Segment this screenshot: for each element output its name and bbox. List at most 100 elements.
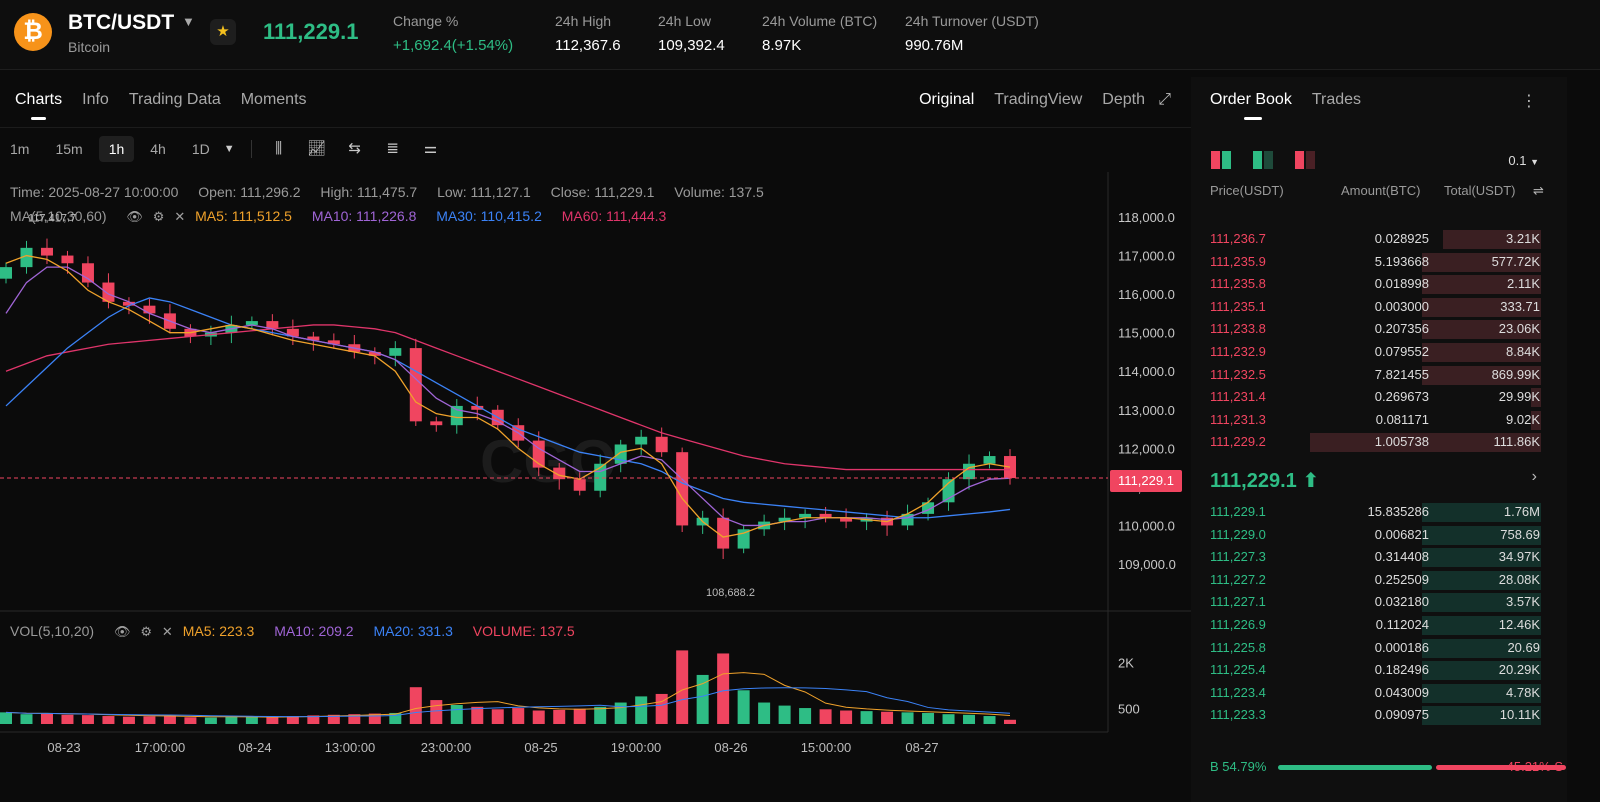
bid-row[interactable]: 111,229.0 0.006821 758.69 (1191, 524, 1541, 546)
candlestick-type-icon[interactable]: ⫼ (275, 140, 283, 157)
row-amount: 0.000186 (1374, 639, 1429, 655)
chevron-right-icon[interactable]: › (1531, 468, 1537, 485)
row-amount: 5.193668 (1374, 253, 1429, 269)
asks-only-view-icon[interactable] (1295, 151, 1315, 169)
row-price: 111,231.3 (1210, 411, 1266, 427)
row-amount: 15.835286 (1367, 504, 1429, 519)
price-chart[interactable]: CGO 118,000.0 117,000.0 116,000.0 115,000.0 1… (0, 172, 1212, 737)
interval-1h[interactable]: 1h (98, 136, 135, 162)
bids-only-view-icon[interactable] (1253, 151, 1273, 169)
expand-icon[interactable]: ⤢ (1158, 91, 1171, 108)
close-icon[interactable]: ✕ (161, 624, 173, 639)
bid-row[interactable]: 111,227.3 0.314408 34.97K (1191, 546, 1541, 568)
candle-body (573, 479, 586, 491)
interval-1d[interactable]: 1D (191, 141, 210, 157)
ask-row[interactable]: 111,231.4 0.269673 29.99K (1191, 386, 1541, 408)
volume-bar (286, 716, 299, 724)
price-tick-label: 112,000.0 (1118, 441, 1175, 456)
bid-row[interactable]: 111,223.4 0.043009 4.78K (1191, 682, 1541, 704)
ask-row[interactable]: 111,235.8 0.018998 2.11K (1191, 273, 1541, 295)
settings-icon[interactable]: ⚙︎ (140, 624, 153, 639)
eye-icon[interactable]: 👁︎ (113, 624, 131, 639)
drawing-tools-icon[interactable]: ≣ (386, 140, 399, 157)
volume-bar (819, 709, 832, 724)
row-total: 333.71 (1500, 298, 1540, 314)
ask-row[interactable]: 111,229.2 1.005738 111.86K (1191, 431, 1541, 453)
tab-moments[interactable]: Moments (240, 91, 307, 108)
settings-sliders-icon[interactable]: ⇆ (348, 140, 361, 157)
ask-row[interactable]: 111,236.7 0.028925 3.21K (1191, 228, 1541, 250)
view-original[interactable]: Original (919, 91, 975, 108)
precision-select[interactable]: 0.1 ▼ (1508, 153, 1539, 168)
chart-panel: Charts Info Trading Data Moments Origina… (0, 77, 1212, 802)
tab-trading-data[interactable]: Trading Data (128, 91, 221, 108)
both-sides-view-icon[interactable] (1211, 151, 1231, 169)
view-depth[interactable]: Depth (1102, 91, 1145, 108)
ask-row[interactable]: 111,232.9 0.079552 8.84K (1191, 341, 1541, 363)
row-amount: 0.028925 (1374, 231, 1429, 246)
stat-change: Change % +1,692.4(+1.54%) (393, 13, 514, 54)
tab-trades[interactable]: Trades (1311, 91, 1362, 108)
bid-row[interactable]: 111,225.8 0.000186 20.69 (1191, 637, 1541, 659)
pair-selector[interactable]: BTC/USDT (68, 11, 175, 34)
row-price: 111,225.8 (1210, 639, 1266, 655)
interval-15m[interactable]: 15m (55, 141, 83, 157)
row-amount: 7.821455 (1374, 366, 1429, 382)
more-vertical-icon[interactable]: ⋮ (1521, 93, 1537, 110)
interval-more-chevron-icon[interactable]: ▼ (223, 143, 235, 155)
ask-row[interactable]: 111,235.9 5.193668 577.72K (1191, 251, 1541, 273)
time-tick-label: 08-25 (524, 740, 558, 755)
volume-bar (717, 653, 730, 724)
row-price: 111,232.9 (1210, 344, 1266, 359)
time-tick-label: 08-26 (714, 740, 748, 755)
tab-order-book[interactable]: Order Book (1210, 91, 1292, 120)
high-marker-label: 117,417.7 (28, 212, 76, 224)
settings-icon[interactable]: ⚙︎ (152, 209, 165, 224)
indicators-icon[interactable]: 📈︎ (307, 140, 327, 157)
tab-charts[interactable]: Charts (15, 91, 63, 120)
buy-ratio: B 54.79% (1210, 759, 1267, 774)
row-amount: 0.269673 (1374, 389, 1429, 405)
close-icon[interactable]: ✕ (174, 209, 186, 224)
volume-bar (573, 708, 586, 724)
row-amount: 0.182496 (1374, 662, 1429, 678)
bid-row[interactable]: 111,225.4 0.182496 20.29K (1191, 659, 1541, 681)
bid-row[interactable]: 111,227.1 0.032180 3.57K (1191, 591, 1541, 613)
chevron-down-icon[interactable]: ▼ (182, 14, 195, 29)
view-tradingview[interactable]: TradingView (994, 91, 1083, 108)
eye-icon[interactable]: 👁︎ (126, 209, 143, 224)
last-price: 111,229.1 (263, 19, 359, 44)
tab-info[interactable]: Info (82, 91, 109, 108)
depth-bar (1422, 661, 1541, 681)
volume-bar (942, 714, 955, 724)
volume-bar (799, 708, 812, 724)
candle-body (0, 267, 12, 279)
depth-bar (1422, 503, 1541, 522)
ask-row[interactable]: 111,235.1 0.003000 333.71 (1191, 296, 1541, 318)
interval-4h[interactable]: 4h (150, 141, 166, 157)
volume-bar (266, 717, 279, 724)
favorite-star-icon[interactable]: ★ (210, 19, 236, 45)
row-price: 111,225.4 (1210, 662, 1266, 678)
row-price: 111,235.8 (1210, 276, 1266, 292)
ohlc-info: Time: 2025-08-27 10:00:00 Open: 111,296.… (10, 184, 764, 200)
row-price: 111,227.2 (1210, 571, 1266, 587)
volume-bar (348, 714, 361, 724)
time-tick-label: 08-27 (905, 740, 939, 755)
ask-row[interactable]: 111,233.8 0.207356 23.06K (1191, 318, 1541, 340)
divider (0, 127, 1212, 128)
ask-row[interactable]: 111,232.5 7.821455 869.99K (1191, 364, 1541, 386)
bid-row[interactable]: 111,223.3 0.090975 10.11K (1191, 704, 1541, 726)
bid-row[interactable]: 111,229.1 15.835286 1.76M (1191, 501, 1541, 523)
interval-1m[interactable]: 1m (10, 141, 30, 157)
swap-icon[interactable]: ⇌ (1533, 183, 1544, 198)
depth-bar (1422, 252, 1541, 272)
coin-name: Bitcoin (68, 39, 111, 55)
depth-bar (1422, 616, 1541, 635)
bid-row[interactable]: 111,227.2 0.252509 28.08K (1191, 569, 1541, 591)
header-price: Price(USDT) (1210, 183, 1284, 198)
layout-icon[interactable]: ⚌ (423, 140, 438, 157)
ask-row[interactable]: 111,231.3 0.081171 9.02K (1191, 409, 1541, 431)
low-marker-label: 108,688.2 (706, 587, 755, 599)
bid-row[interactable]: 111,226.9 0.112024 12.46K (1191, 614, 1541, 636)
